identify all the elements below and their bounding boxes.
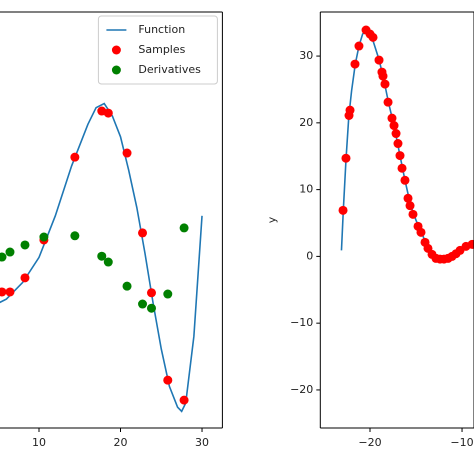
function-line [340,28,474,260]
sample-point [345,105,355,115]
sample-point [400,175,410,185]
sample-point [368,32,378,42]
y-tick-label: 20 [299,116,313,129]
sample-point [0,287,7,297]
y-tick-label: 10 [299,183,313,196]
sample-point [138,228,148,238]
sample-point [103,108,113,118]
sample-point [97,251,107,261]
sample-point [408,209,418,219]
sample-point [397,163,407,173]
sample-point [341,153,351,163]
sample-point [146,303,156,313]
sample-point [163,375,173,385]
y-tick-label: −20 [290,383,313,396]
x-tick-label: 20 [114,436,128,449]
sample-point [354,41,364,51]
sample-point [20,240,30,250]
sample-point [395,151,405,161]
x-tick-label: 30 [195,436,209,449]
sample-point [138,299,148,309]
x-tick-label: −10 [450,436,473,449]
sample-point [5,247,15,257]
legend-label: Samples [138,43,185,56]
sample-point [383,97,393,107]
sample-point [416,227,426,237]
sample-point [0,252,7,262]
sample-point [405,201,415,211]
sample-point [179,395,189,405]
legend-label: Derivatives [138,63,201,76]
y-tick-label: 30 [299,49,313,62]
sample-point [122,148,132,158]
sample-point [39,232,49,242]
sample-point [70,231,80,241]
legend-box [97,15,218,85]
legend-marker [111,45,121,55]
sample-point [20,273,30,283]
sample-point [391,129,401,139]
sample-point [374,55,384,65]
y-tick-label: 0 [306,249,313,262]
sample-point [380,79,390,89]
legend-label: Function [138,23,185,36]
x-tick-label: −20 [358,436,381,449]
sample-point [393,139,403,149]
sample-point [403,193,413,203]
sample-point [387,113,397,123]
sample-point [378,71,388,81]
sample-point [467,239,474,249]
sample-point [103,257,113,267]
legend-marker [111,65,121,75]
y-axis-label: y [265,216,278,223]
sample-point [70,152,80,162]
sample-point [122,281,132,291]
sample-point [350,59,360,69]
sample-point [163,289,173,299]
sample-point [338,205,348,215]
y-tick-label: −10 [290,316,313,329]
plot-area [0,102,203,413]
sample-point [389,121,399,131]
sample-point [179,223,189,233]
sample-point [146,288,156,298]
x-tick-label: 10 [32,436,46,449]
plot-area [338,25,474,264]
sample-point [5,287,15,297]
